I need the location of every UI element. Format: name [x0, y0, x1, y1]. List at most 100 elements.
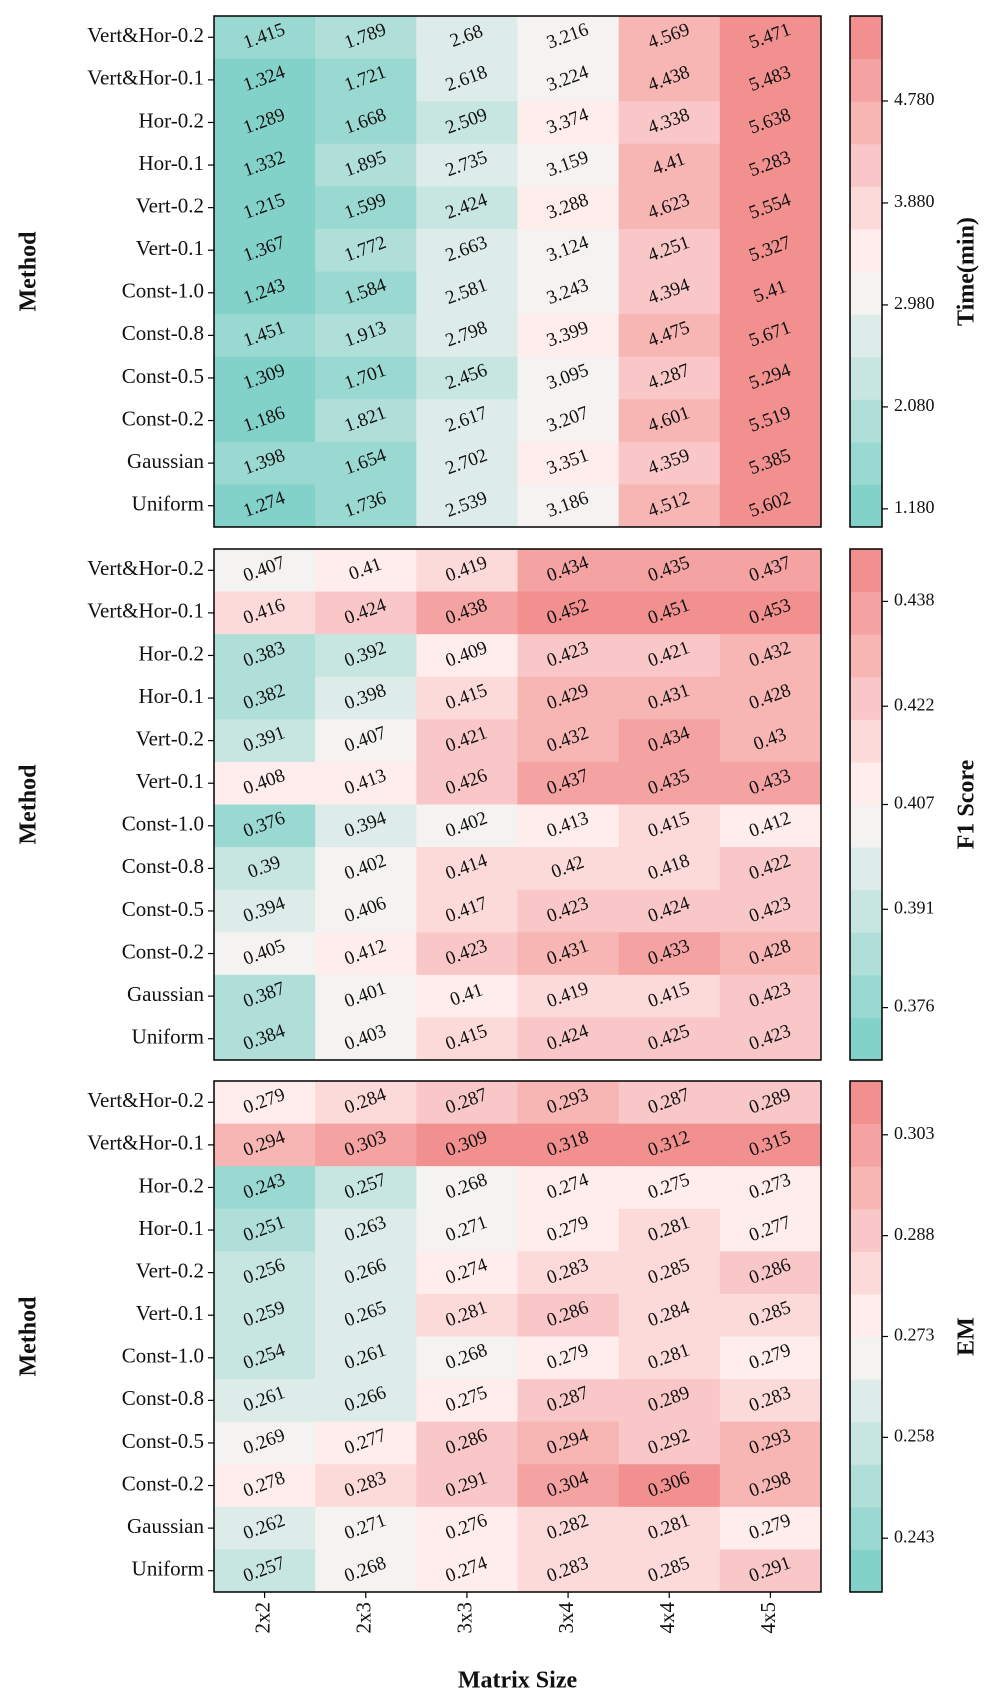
heatmap-cell — [416, 356, 518, 400]
heatmap-cell — [719, 399, 822, 443]
heatmap-cell — [517, 847, 620, 891]
heatmap-cell — [416, 719, 518, 763]
heatmap-cell — [618, 1123, 721, 1167]
heatmap-cell — [214, 1123, 316, 1167]
colorbar-tick-label: 0.273 — [894, 1325, 935, 1345]
y-tick-label: Uniform — [132, 1025, 204, 1049]
heatmap-cell — [719, 484, 822, 528]
y-tick-label: Const-0.2 — [122, 1471, 204, 1495]
colorbar-band — [850, 804, 882, 848]
heatmap-cell — [214, 58, 316, 102]
heatmap-cell — [214, 484, 316, 528]
colorbar-band — [850, 549, 882, 593]
y-tick-label: Hor-0.2 — [139, 1173, 204, 1197]
heatmap-cell — [416, 314, 518, 358]
heatmap-cell — [618, 399, 721, 443]
heatmap-cell — [416, 761, 518, 805]
heatmap-cell — [618, 591, 721, 635]
colorbar-band — [850, 1506, 882, 1550]
y-tick-label: Const-0.8 — [122, 854, 204, 878]
colorbar-band — [850, 1251, 882, 1295]
heatmap-cell — [416, 1166, 518, 1210]
y-tick-label: Gaussian — [127, 1514, 204, 1538]
heatmap-cell — [719, 676, 822, 720]
heatmap-cell — [719, 591, 822, 635]
heatmap-cell — [416, 634, 518, 678]
heatmap-cell — [719, 1293, 822, 1337]
heatmap-cell — [214, 356, 316, 400]
heatmap-cell — [416, 1251, 518, 1295]
heatmap-cell — [214, 974, 316, 1018]
heatmap-cell — [719, 1506, 822, 1550]
y-tick-label: Const-1.0 — [122, 1344, 204, 1368]
heatmap-cell — [719, 974, 822, 1018]
colorbar-band — [850, 847, 882, 891]
heatmap-cell — [618, 1336, 721, 1380]
heatmap-cell — [416, 1379, 518, 1423]
colorbar-band — [850, 143, 882, 187]
heatmap-cell — [416, 1081, 518, 1125]
colorbar-band — [850, 591, 882, 635]
y-tick-label: Uniform — [132, 1557, 204, 1581]
colorbar-band — [850, 1549, 882, 1593]
heatmap-cell — [517, 1336, 620, 1380]
colorbar-tick-label: 0.258 — [894, 1425, 935, 1445]
y-tick-label: Vert&Hor-0.1 — [87, 66, 204, 90]
heatmap-cell — [416, 1549, 518, 1593]
heatmap-cell — [315, 719, 417, 763]
colorbar-frame — [849, 15, 883, 528]
heatmap-cell — [517, 1421, 620, 1465]
heatmap-cell — [214, 1336, 316, 1380]
heatmap-cell — [719, 228, 822, 272]
y-tick-label: Vert-0.2 — [136, 726, 204, 750]
heatmap-cell — [719, 932, 822, 976]
heatmap-cell — [416, 271, 518, 315]
y-axis-label: Method — [16, 764, 42, 845]
y-tick-label: Const-0.5 — [122, 364, 204, 388]
heatmap-cell — [517, 1506, 620, 1550]
heatmap-cell — [618, 186, 721, 230]
colorbar-band — [850, 101, 882, 145]
colorbar-band — [850, 314, 882, 358]
heatmap-cell — [719, 1549, 822, 1593]
heatmap-cell — [618, 143, 721, 187]
heatmap-cell — [214, 804, 316, 848]
heatmap-cell — [315, 271, 417, 315]
colorbar-band — [850, 58, 882, 102]
heatmap-cell — [517, 356, 620, 400]
heatmap-cell — [214, 1017, 316, 1061]
colorbar-band — [850, 399, 882, 443]
heatmap-cell — [214, 549, 316, 593]
heatmap-cell — [214, 719, 316, 763]
heatmap-frame — [213, 548, 822, 1061]
heatmap-cell — [618, 549, 721, 593]
y-tick-label: Const-0.2 — [122, 406, 204, 430]
heatmap-cell — [618, 1251, 721, 1295]
y-tick-label: Const-1.0 — [122, 279, 204, 303]
y-tick-label: Const-1.0 — [122, 812, 204, 836]
heatmap-cell — [315, 591, 417, 635]
y-tick-label: Vert&Hor-0.2 — [87, 23, 204, 47]
heatmap-cell — [618, 1017, 721, 1061]
heatmap-cell — [719, 101, 822, 145]
heatmap-cell — [214, 676, 316, 720]
heatmap-cell — [618, 719, 721, 763]
heatmap-cell — [618, 356, 721, 400]
heatmap-cell — [618, 314, 721, 358]
heatmap-cell — [618, 271, 721, 315]
colorbar-band — [850, 676, 882, 720]
colorbar-tick-label: 0.376 — [894, 996, 935, 1016]
colorbar-tick-label: 0.438 — [894, 590, 935, 610]
heatmap-cell — [517, 271, 620, 315]
heatmap-cell — [315, 761, 417, 805]
heatmap-cell — [416, 889, 518, 933]
heatmap-cell — [416, 58, 518, 102]
colorbar-tick-label: 2.980 — [894, 293, 935, 313]
heatmap-cell — [517, 1293, 620, 1337]
heatmap-cell — [315, 356, 417, 400]
heatmap-cell — [416, 1421, 518, 1465]
heatmap-cell — [214, 1293, 316, 1337]
heatmap-cell — [618, 889, 721, 933]
heatmap-cell — [315, 549, 417, 593]
y-tick-label: Const-0.5 — [122, 897, 204, 921]
